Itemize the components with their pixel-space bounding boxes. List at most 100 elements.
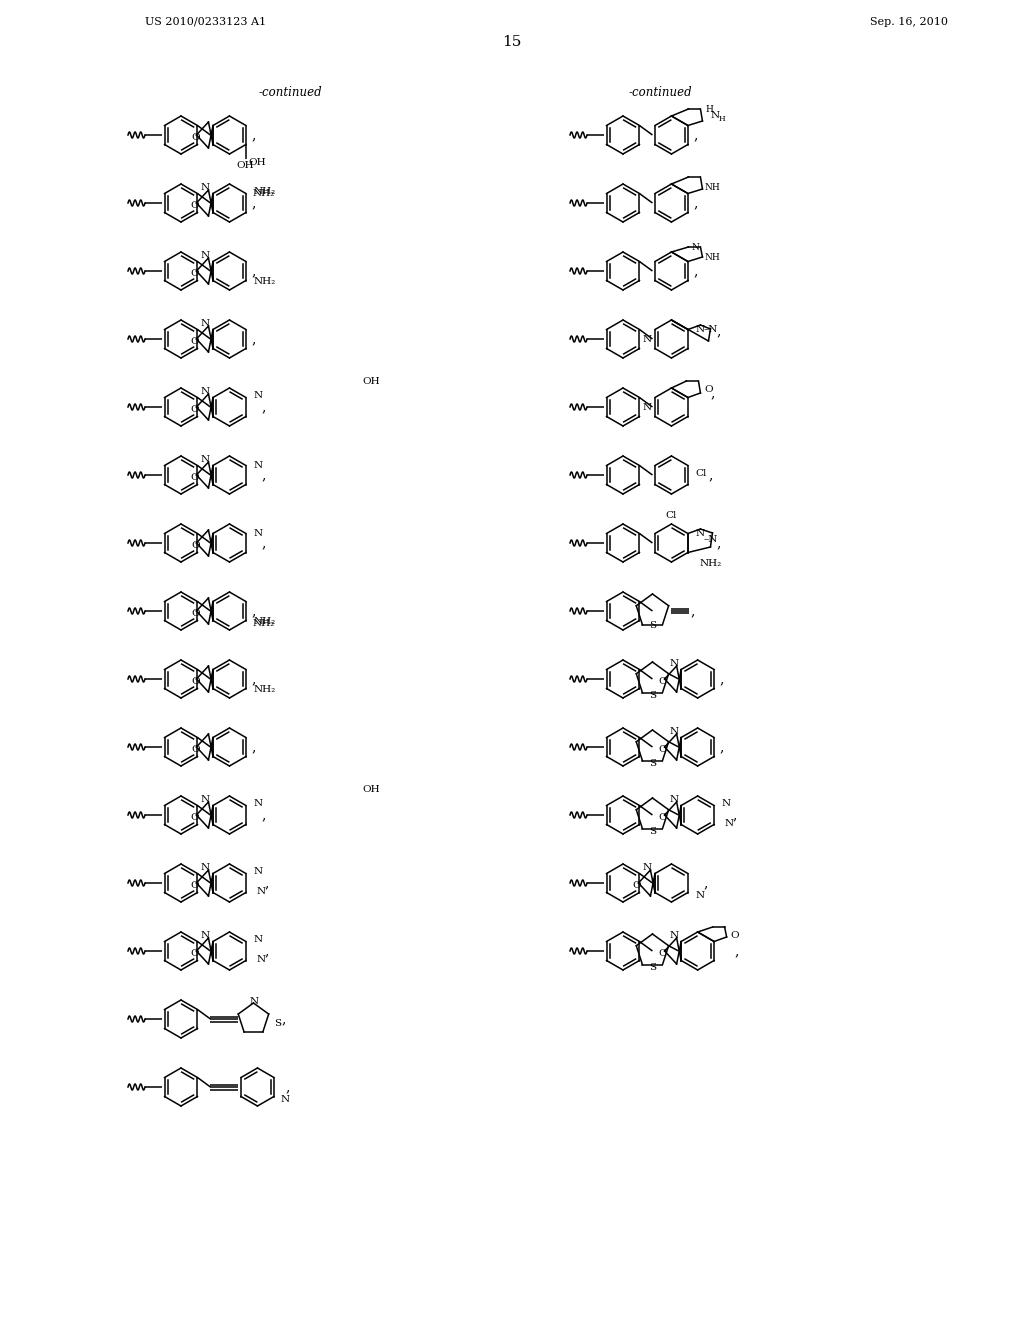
Text: ,: ,: [732, 808, 737, 822]
Text: ,: ,: [261, 469, 266, 482]
Text: O: O: [658, 949, 667, 958]
Text: N: N: [254, 866, 262, 875]
Text: O: O: [632, 882, 641, 891]
Text: N: N: [254, 799, 262, 808]
Text: NH: NH: [705, 183, 720, 193]
Text: ,: ,: [252, 264, 256, 279]
Text: N: N: [725, 818, 734, 828]
Text: -continued: -continued: [628, 86, 692, 99]
Text: N: N: [643, 334, 652, 343]
Text: O: O: [191, 744, 200, 754]
Text: ,: ,: [261, 808, 266, 822]
Text: ,: ,: [261, 536, 266, 550]
Text: ,: ,: [252, 195, 256, 210]
Text: N: N: [256, 887, 265, 895]
Text: N: N: [643, 403, 652, 412]
Text: N: N: [201, 318, 210, 327]
Text: OH: OH: [362, 784, 380, 793]
Text: N: N: [254, 391, 262, 400]
Text: N: N: [201, 862, 210, 871]
Text: S: S: [649, 759, 656, 768]
Text: N: N: [669, 931, 678, 940]
Text: S: S: [649, 964, 656, 973]
Text: N: N: [201, 795, 210, 804]
Text: US 2010/0233123 A1: US 2010/0233123 A1: [145, 17, 266, 26]
Text: NH₂: NH₂: [254, 276, 275, 285]
Text: O: O: [705, 384, 713, 393]
Text: ,: ,: [264, 944, 269, 958]
Text: N: N: [691, 243, 699, 252]
Text: NH₂: NH₂: [254, 186, 275, 195]
Text: ,: ,: [717, 323, 721, 338]
Text: O: O: [190, 405, 199, 414]
Text: ,: ,: [720, 741, 724, 754]
Text: –N: –N: [703, 325, 718, 334]
Text: O: O: [190, 202, 199, 210]
Text: O: O: [190, 882, 199, 891]
Text: S: S: [649, 692, 656, 701]
Text: O: O: [190, 269, 199, 279]
Text: O: O: [191, 609, 200, 618]
Text: N: N: [201, 182, 210, 191]
Text: O: O: [191, 132, 200, 141]
Text: ,: ,: [261, 400, 266, 414]
Text: OH: OH: [248, 158, 265, 168]
Text: ,: ,: [717, 536, 721, 550]
Text: N: N: [254, 935, 262, 944]
Text: N: N: [281, 1094, 290, 1104]
Text: N: N: [201, 251, 210, 260]
Text: ,: ,: [693, 195, 697, 210]
Text: O: O: [191, 540, 200, 549]
Text: Sep. 16, 2010: Sep. 16, 2010: [870, 17, 948, 26]
Text: N: N: [711, 111, 720, 120]
Text: S: S: [649, 828, 656, 837]
Text: O: O: [191, 676, 200, 685]
Text: O: O: [658, 677, 667, 686]
Text: N: N: [201, 454, 210, 463]
Text: O: O: [190, 474, 199, 483]
Text: S: S: [649, 622, 656, 631]
Text: NH₂: NH₂: [254, 616, 275, 626]
Text: NH₂: NH₂: [253, 189, 274, 198]
Text: N: N: [254, 461, 262, 470]
Text: ,: ,: [252, 333, 256, 346]
Text: ,: ,: [693, 264, 697, 279]
Text: ,: ,: [252, 605, 256, 618]
Text: ,: ,: [286, 1080, 290, 1094]
Text: O: O: [730, 931, 739, 940]
Text: N: N: [256, 954, 265, 964]
Text: ,: ,: [690, 605, 695, 618]
Text: ,: ,: [252, 672, 256, 686]
Text: ,: ,: [252, 128, 256, 143]
Text: N: N: [643, 862, 652, 871]
Text: ,: ,: [709, 469, 713, 482]
Text: N: N: [722, 799, 731, 808]
Text: N: N: [695, 325, 705, 334]
Text: O: O: [190, 949, 199, 958]
Text: N: N: [695, 528, 705, 537]
Text: Cl: Cl: [695, 469, 707, 478]
Text: NH₂: NH₂: [699, 558, 722, 568]
Text: H: H: [706, 104, 714, 114]
Text: O: O: [190, 813, 199, 822]
Text: -continued: -continued: [258, 86, 322, 99]
Text: OH: OH: [362, 376, 380, 385]
Text: NH₂: NH₂: [254, 685, 275, 693]
Text: N: N: [250, 997, 259, 1006]
Text: ,: ,: [693, 128, 697, 143]
Text: ,: ,: [720, 672, 724, 686]
Text: ,: ,: [734, 944, 739, 958]
Text: O: O: [658, 746, 667, 755]
Text: ,: ,: [282, 1012, 286, 1026]
Text: NH: NH: [705, 253, 720, 263]
Text: N: N: [254, 528, 262, 537]
Text: ,: ,: [703, 876, 708, 890]
Text: N: N: [201, 931, 210, 940]
Text: OH: OH: [237, 161, 254, 170]
Text: O: O: [190, 338, 199, 346]
Text: 15: 15: [503, 36, 521, 49]
Text: H: H: [719, 115, 725, 123]
Text: S: S: [274, 1019, 282, 1027]
Text: N: N: [695, 891, 705, 899]
Text: N: N: [201, 387, 210, 396]
